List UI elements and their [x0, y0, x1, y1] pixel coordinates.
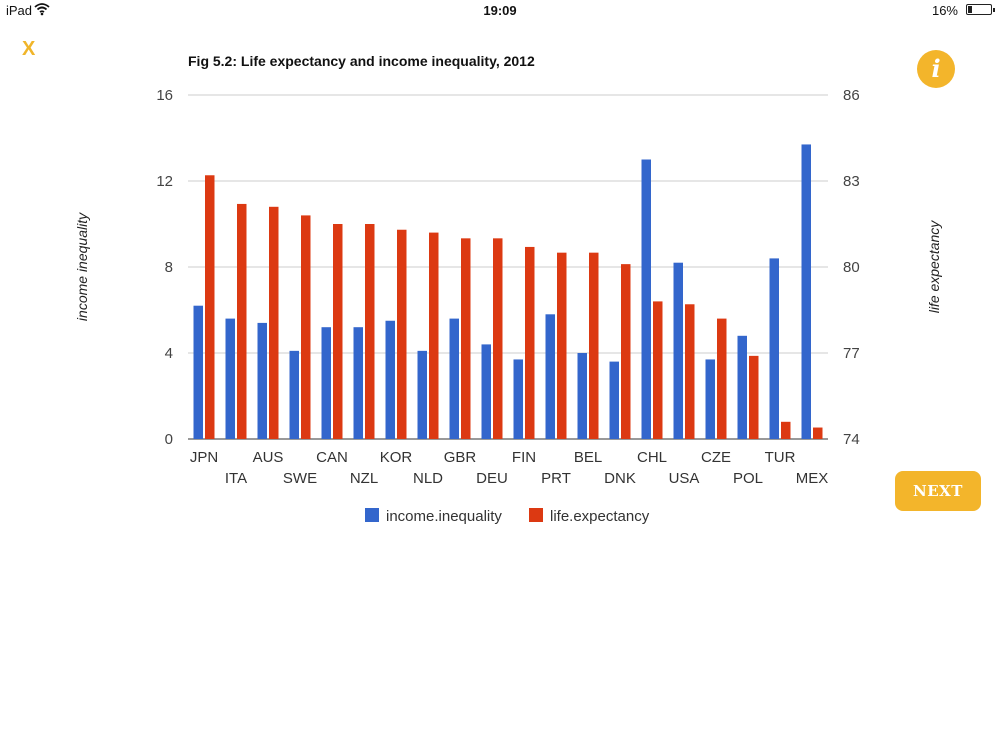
category-label: DEU [476, 470, 508, 487]
bar-income-inequality [385, 320, 395, 439]
close-button[interactable]: X [22, 38, 36, 60]
bar-life-expectancy [557, 252, 567, 439]
category-label: USA [669, 470, 700, 487]
bar-income-inequality [545, 314, 555, 439]
legend-label-life-expectancy: life.expectancy [550, 508, 650, 525]
bar-income-inequality [225, 318, 235, 439]
bar-income-inequality [417, 350, 427, 439]
device-name: iPad [6, 3, 33, 18]
bar-income-inequality [609, 361, 619, 439]
bar-life-expectancy [685, 304, 695, 439]
bar-life-expectancy [653, 301, 663, 439]
bar-life-expectancy [269, 206, 279, 439]
bar-life-expectancy [781, 421, 791, 439]
info-button[interactable]: i [917, 50, 955, 88]
battery-percentage: 16% [931, 3, 958, 18]
bar-income-inequality [577, 353, 587, 439]
category-label: AUS [253, 449, 284, 466]
bar-income-inequality [513, 359, 523, 439]
bar-life-expectancy [749, 355, 759, 439]
chart-title: Fig 5.2: Life expectancy and income ineq… [188, 53, 535, 69]
status-bar: iPad 19:09 16% [0, 0, 1000, 22]
y-left-tick-label: 4 [165, 345, 173, 362]
bar-life-expectancy [717, 318, 727, 439]
category-label: GBR [444, 449, 477, 466]
clock: 19:09 [483, 3, 517, 18]
category-label: POL [733, 470, 763, 487]
y-left-tick-label: 12 [156, 173, 173, 190]
y-right-tick-label: 80 [843, 259, 860, 276]
bar-income-inequality [705, 359, 715, 439]
battery-icon [966, 4, 995, 15]
y-right-tick-label: 86 [843, 87, 860, 104]
bar-life-expectancy [237, 203, 247, 439]
y-left-axis-title: income inequality [74, 212, 90, 321]
y-right-tick-label: 74 [843, 431, 860, 448]
category-label: MEX [796, 470, 829, 487]
legend-swatch-life-expectancy [529, 508, 543, 522]
bar-income-inequality [769, 258, 779, 439]
y-left-tick-label: 16 [156, 87, 173, 104]
category-label: SWE [283, 470, 317, 487]
y-right-tick-label: 77 [843, 345, 860, 362]
bar-life-expectancy [397, 229, 407, 439]
y-right-axis-title: life expectancy [926, 220, 942, 314]
category-label: ITA [225, 470, 247, 487]
bar-income-inequality [801, 144, 811, 439]
bar-income-inequality [353, 327, 363, 439]
next-button[interactable]: NEXT [895, 471, 981, 511]
bar-income-inequality [289, 350, 299, 439]
bar-income-inequality [737, 335, 747, 439]
category-label: CAN [316, 449, 348, 466]
bar-life-expectancy [205, 175, 215, 439]
category-label: PRT [541, 470, 571, 487]
legend-swatch-income-inequality [365, 508, 379, 522]
bar-income-inequality [481, 344, 491, 439]
bar-income-inequality [257, 322, 267, 439]
bar-life-expectancy [493, 238, 503, 439]
legend-label-income-inequality: income.inequality [386, 508, 502, 525]
bar-life-expectancy [589, 252, 599, 439]
bar-life-expectancy [365, 224, 375, 439]
category-label: JPN [190, 449, 218, 466]
bar-life-expectancy [525, 246, 535, 439]
wifi-icon [34, 2, 50, 19]
bar-income-inequality [321, 327, 331, 439]
bar-life-expectancy [621, 264, 631, 439]
bar-life-expectancy [429, 232, 439, 439]
category-label: DNK [604, 470, 636, 487]
bar-life-expectancy [813, 427, 823, 439]
category-label: CZE [701, 449, 731, 466]
bar-life-expectancy [461, 238, 471, 439]
category-label: NLD [413, 470, 443, 487]
category-label: BEL [574, 449, 602, 466]
bar-income-inequality [641, 159, 651, 439]
category-label: NZL [350, 470, 378, 487]
bar-life-expectancy [301, 215, 311, 439]
category-label: TUR [765, 449, 796, 466]
y-left-tick-label: 0 [165, 431, 173, 448]
y-right-tick-label: 83 [843, 173, 860, 190]
bar-income-inequality [449, 318, 459, 439]
category-label: KOR [380, 449, 413, 466]
category-label: CHL [637, 449, 667, 466]
bar-life-expectancy [333, 224, 343, 439]
category-label: FIN [512, 449, 536, 466]
bar-income-inequality [673, 262, 683, 439]
y-left-tick-label: 8 [165, 259, 173, 276]
bar-income-inequality [193, 305, 203, 439]
